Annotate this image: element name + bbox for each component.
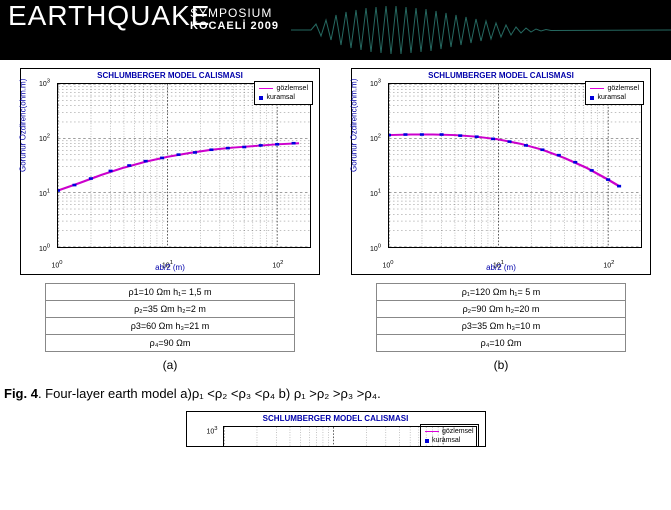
ytick-top-c: 103: [207, 426, 218, 435]
grid-a: [58, 84, 310, 247]
chart-title: SCHLUMBERGER MODEL CALISMASI: [187, 414, 485, 423]
legend-dot-icon: [259, 96, 263, 100]
plot-area-c: [223, 426, 477, 446]
curve-a: [58, 143, 299, 190]
figure-caption: Fig. 4. Four-layer earth model a)ρ₁ <ρ₂ …: [4, 386, 671, 401]
param-cell: ρ1=10 Ωm h₁= 1,5 m: [46, 284, 295, 301]
chart-svg-a: [58, 84, 310, 247]
y-axis-label: Gorunur Ozdirenc(ohm.m): [19, 78, 28, 171]
y-axis-label: Gorunur Ozdirenc(ohm.m): [350, 78, 359, 171]
banner-title: EARTHQUAKE: [8, 0, 210, 32]
points-a: [58, 142, 296, 192]
page-banner: EARTHQUAKE SYMPOSIUM KOCAELİ 2009: [0, 0, 671, 60]
param-cell: ρ₂=35 Ωm h₂=2 m: [46, 301, 295, 318]
chart-title: SCHLUMBERGER MODEL CALISMASI: [21, 71, 319, 80]
params-table-b: ρ₁=120 Ωm h₁= 5 mρ₂=90 Ωm h₂=20 mρ3=35 Ω…: [376, 283, 626, 352]
curve-b: [389, 135, 619, 187]
caption-label: Fig. 4: [4, 386, 38, 401]
legend-item-1: gözlemsel: [276, 84, 308, 93]
figure-row: SCHLUMBERGER MODEL CALISMASI Gorunur Ozd…: [0, 60, 671, 372]
banner-subtitle: SYMPOSIUM: [190, 6, 272, 20]
banner-subtitle2: KOCAELİ 2009: [190, 20, 279, 32]
caption-text: . Four-layer earth model a)ρ₁ <ρ₂ <ρ₃ <ρ…: [38, 386, 381, 401]
legend-dot-icon: [590, 96, 594, 100]
legend-a: gözlemsel kuramsal: [254, 81, 313, 105]
param-cell: ρ₁=120 Ωm h₁= 5 m: [377, 284, 626, 301]
bottom-row: SCHLUMBERGER MODEL CALISMASI gözlemsel k…: [0, 411, 671, 447]
chart-b: SCHLUMBERGER MODEL CALISMASI Gorunur Ozd…: [351, 68, 651, 275]
chart-c: SCHLUMBERGER MODEL CALISMASI gözlemsel k…: [186, 411, 486, 447]
plot-area-a: [57, 83, 311, 248]
params-table-a: ρ1=10 Ωm h₁= 1,5 mρ₂=35 Ωm h₂=2 mρ3=60 Ω…: [45, 283, 295, 352]
x-axis-label: ab/2 (m): [21, 263, 319, 272]
seismic-wave-icon: [291, 0, 671, 60]
legend-line-icon: [259, 88, 273, 89]
plot-area-b: [388, 83, 642, 248]
panel-a: SCHLUMBERGER MODEL CALISMASI Gorunur Ozd…: [20, 68, 320, 372]
param-cell: ρ₂=90 Ωm h₂=20 m: [377, 301, 626, 318]
chart-svg-c: [224, 427, 476, 446]
panel-c: SCHLUMBERGER MODEL CALISMASI gözlemsel k…: [186, 411, 486, 447]
x-axis-label: ab/2 (m): [352, 263, 650, 272]
legend-item-2: kuramsal: [266, 93, 294, 102]
chart-a: SCHLUMBERGER MODEL CALISMASI Gorunur Ozd…: [20, 68, 320, 275]
legend-item-2: kuramsal: [597, 93, 625, 102]
chart-title: SCHLUMBERGER MODEL CALISMASI: [352, 71, 650, 80]
param-cell: ρ₄=10 Ωm: [377, 335, 626, 352]
grid-c: [224, 427, 443, 446]
grid-b: [389, 84, 641, 247]
param-cell: ρ3=35 Ωm h₃=10 m: [377, 318, 626, 335]
panel-b: SCHLUMBERGER MODEL CALISMASI Gorunur Ozd…: [351, 68, 651, 372]
param-cell: ρ₄=90 Ωm: [46, 335, 295, 352]
subcaption-a: (a): [20, 358, 320, 372]
param-cell: ρ3=60 Ωm h₃=21 m: [46, 318, 295, 335]
legend-line-icon: [590, 88, 604, 89]
subcaption-b: (b): [351, 358, 651, 372]
chart-svg-b: [389, 84, 641, 247]
legend-b: gözlemsel kuramsal: [585, 81, 644, 105]
legend-item-1: gözlemsel: [607, 84, 639, 93]
